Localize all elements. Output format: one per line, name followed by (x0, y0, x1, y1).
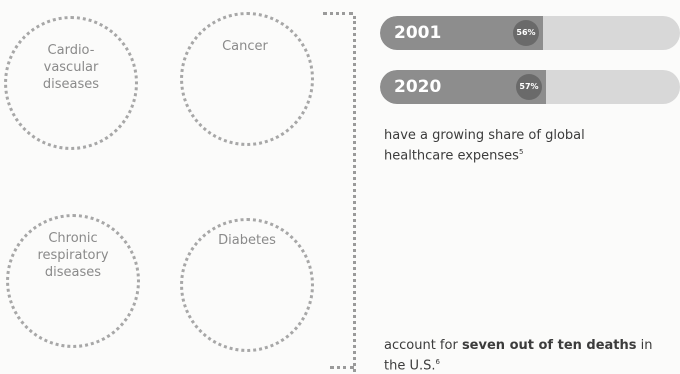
expenses-caption: have a growing share of global healthcar… (384, 128, 634, 164)
deaths-caption-suffix: in the U.S. (384, 338, 653, 374)
bar-percent-badge: 57% (516, 74, 542, 100)
bar-percent-badge: 56% (513, 20, 539, 46)
expenses-caption-text: have a growing share of global healthcar… (384, 128, 585, 164)
deaths-caption: account for seven out of ten deaths in t… (384, 338, 664, 374)
dotted-divider-bottom (330, 366, 354, 369)
disease-label-cancer: Cancer (222, 39, 268, 54)
disease-label-chronic-respiratory: Chronic respiratory diseases (37, 231, 109, 280)
expense-bar-2001: 2001 56% (380, 16, 680, 50)
disease-circle-cardiovascular (4, 16, 138, 150)
bar-year-label: 2020 (394, 77, 442, 97)
disease-circle-chronic-respiratory (6, 214, 140, 348)
disease-circle-diabetes (180, 218, 314, 352)
bar-year-label: 2001 (394, 23, 442, 43)
expense-bar-2020: 2020 57% (380, 70, 680, 104)
footnote-ref-6: 6 (435, 358, 440, 366)
disease-label-diabetes: Diabetes (218, 233, 276, 248)
deaths-caption-highlight: seven out of ten deaths (461, 338, 637, 353)
disease-label-cardiovascular: Cardio- vascular diseases (42, 43, 100, 92)
footnote-ref-5: 5 (518, 148, 524, 156)
deaths-caption-prefix: account for (384, 338, 462, 353)
dotted-divider-vertical (353, 16, 356, 372)
disease-circle-cancer (180, 12, 314, 146)
dotted-divider-top (323, 12, 353, 15)
